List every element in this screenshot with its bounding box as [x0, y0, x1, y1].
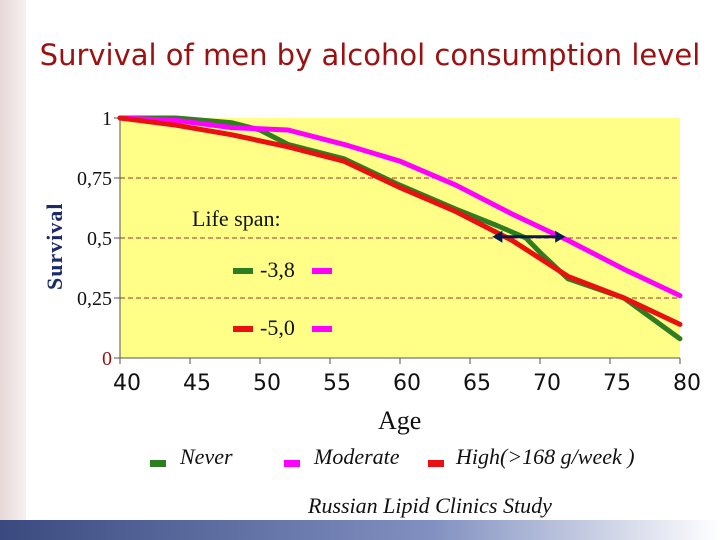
annotation-value-high: -5,0	[260, 315, 295, 340]
annotation-swatch-high	[233, 326, 253, 332]
x-tick-label: 70	[533, 371, 561, 396]
y-tick-label: 0,75	[77, 168, 112, 190]
left-decor-bar	[0, 0, 26, 540]
series-line-moderate	[117, 115, 683, 299]
y-tick-label: 1	[102, 108, 112, 130]
x-tick-label: 80	[673, 371, 701, 396]
annotation-swatch-never	[233, 268, 253, 274]
x-tick-label: 40	[113, 371, 141, 396]
x-tick-label: 55	[323, 371, 351, 396]
x-tick-label: 45	[183, 371, 211, 396]
bottom-decor-strip	[0, 520, 720, 540]
annotation-value-never: -3,8	[260, 257, 295, 282]
annotation-swatch-moderate-1	[312, 268, 332, 274]
x-tick-label: 75	[603, 371, 631, 396]
x-axis-label: Age	[378, 406, 422, 435]
y-tick-label: 0	[102, 348, 112, 370]
life-span-arrowhead-left	[492, 230, 503, 243]
x-tick-label: 60	[393, 371, 421, 396]
legend-label-moderate: Moderate	[314, 444, 400, 469]
x-tick-label: 65	[463, 371, 491, 396]
annotation-title: Life span:	[192, 206, 281, 231]
source-note: Russian Lipid Clinics Study	[308, 493, 552, 518]
x-tick-label: 50	[253, 371, 281, 396]
y-axis-label: Survival	[42, 202, 67, 290]
legend-swatch-moderate	[284, 460, 300, 467]
chart-title: Survival of men by alcohol consumption l…	[39, 38, 701, 72]
life-span-arrowhead-right	[555, 230, 566, 243]
legend-swatch-high	[428, 460, 444, 467]
legend-label-high: High(>168 g/week )	[456, 444, 635, 469]
legend-swatch-never	[150, 460, 166, 467]
annotation-swatch-moderate-2	[312, 326, 332, 332]
legend-label-never: Never	[180, 444, 233, 469]
y-tick-label: 0,5	[87, 228, 112, 250]
y-tick-label: 0,25	[77, 288, 112, 310]
series-line-high	[117, 115, 683, 327]
